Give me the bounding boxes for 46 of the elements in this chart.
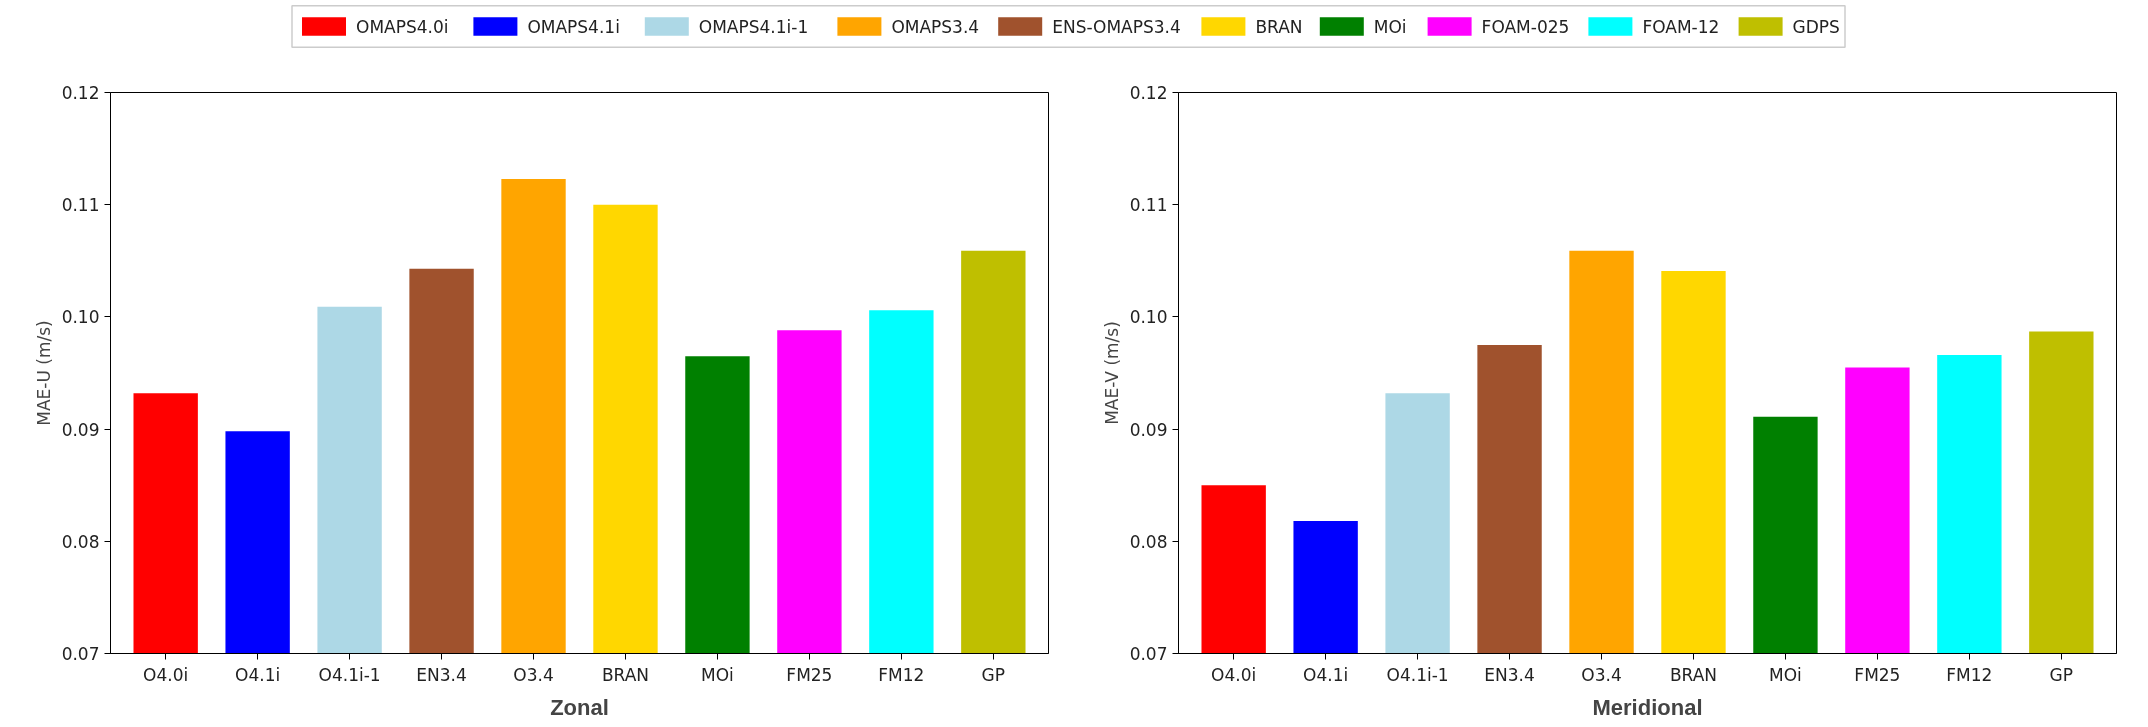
x-tick-label: EN3.4 bbox=[416, 664, 467, 685]
y-tick-label: 0.08 bbox=[1129, 531, 1168, 552]
y-tick-label: 0.08 bbox=[61, 531, 100, 552]
x-tick-label: O4.0i bbox=[1211, 664, 1257, 685]
x-tick-label: FM12 bbox=[878, 664, 925, 685]
x-tick-label: GP bbox=[2049, 664, 2074, 685]
y-axis-title: MAE-V (m/s) bbox=[1101, 321, 1122, 425]
y-tick-label: 0.07 bbox=[1129, 644, 1168, 664]
legend-label: MOi bbox=[1373, 16, 1407, 37]
text: Meridional bbox=[1592, 694, 1703, 720]
x-tick-label: BRAN bbox=[1669, 664, 1718, 685]
x-tick-label: GP bbox=[981, 664, 1006, 685]
x-tick-label: FM25 bbox=[786, 664, 833, 685]
legend-label: OMAPS3.4 bbox=[891, 16, 980, 37]
y-tick-label: 0.12 bbox=[61, 83, 100, 103]
legend-label: GDPS bbox=[1792, 16, 1840, 37]
x-tick-label: FM12 bbox=[1946, 664, 1993, 685]
y-tick-label: 0.09 bbox=[1129, 419, 1168, 440]
y-tick-label: 0.11 bbox=[61, 195, 100, 216]
legend-label: OMAPS4.1i-1 bbox=[698, 16, 809, 37]
x-tick-label: O4.1i bbox=[235, 664, 281, 685]
legend-label: FOAM-025 bbox=[1481, 16, 1570, 37]
x-tick-label: O4.1i-1 bbox=[318, 664, 381, 685]
legend-label: ENS-OMAPS3.4 bbox=[1052, 16, 1181, 37]
x-tick-label: EN3.4 bbox=[1484, 664, 1535, 685]
legend-label: BRAN bbox=[1255, 16, 1303, 37]
x-tick-label: MOi bbox=[701, 664, 734, 685]
x-tick-label: O3.4 bbox=[513, 664, 554, 685]
y-tick-label: 0.11 bbox=[1129, 195, 1168, 216]
x-tick-label: BRAN bbox=[601, 664, 650, 685]
legend-label: OMAPS4.1i bbox=[527, 16, 620, 37]
y-tick-label: 0.12 bbox=[1129, 83, 1168, 103]
y-tick-label: 0.10 bbox=[61, 307, 100, 328]
text: Zonal bbox=[550, 694, 609, 720]
y-axis-title: MAE-U (m/s) bbox=[33, 320, 54, 426]
x-tick-label: FM25 bbox=[1854, 664, 1901, 685]
y-tick-label: 0.07 bbox=[61, 644, 100, 664]
y-tick-label: 0.10 bbox=[1129, 307, 1168, 328]
x-tick-label: O4.1i bbox=[1303, 664, 1349, 685]
x-tick-label: O4.0i bbox=[143, 664, 189, 685]
legend-label: FOAM-12 bbox=[1642, 16, 1720, 37]
legend-label: OMAPS4.0i bbox=[356, 16, 449, 37]
x-tick-label: MOi bbox=[1769, 664, 1802, 685]
x-tick-label: O4.1i-1 bbox=[1386, 664, 1449, 685]
x-tick-label: O3.4 bbox=[1581, 664, 1622, 685]
y-tick-label: 0.09 bbox=[61, 419, 100, 440]
